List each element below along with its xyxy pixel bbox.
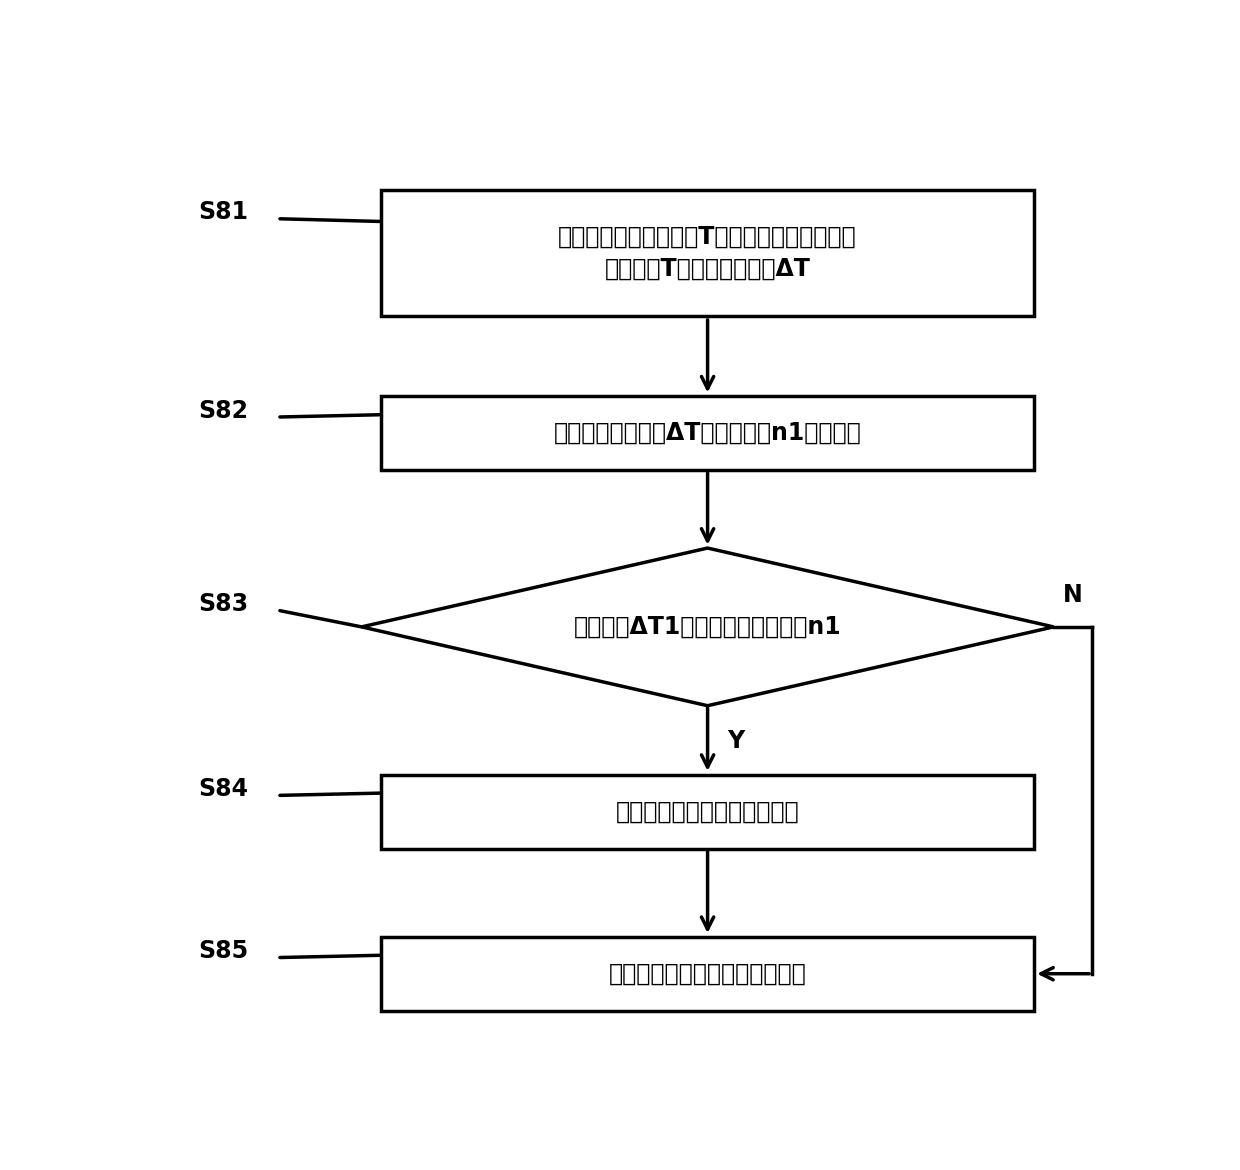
Text: Y: Y: [727, 729, 744, 753]
Text: N: N: [1063, 584, 1083, 607]
Text: S84: S84: [198, 777, 248, 801]
Text: 计算室内实时环境温度T内环实时与关机时室内
环境温度T内环关机的差值ΔT: 计算室内实时环境温度T内环实时与关机时室内 环境温度T内环关机的差值ΔT: [558, 225, 857, 281]
Bar: [381, 775, 1034, 848]
Text: 判定不满足压缩机停止运行条件: 判定不满足压缩机停止运行条件: [609, 962, 806, 986]
Text: S81: S81: [198, 200, 248, 225]
Text: 将计算得到的差值ΔT与预设温差n1进行比对: 将计算得到的差值ΔT与预设温差n1进行比对: [554, 421, 862, 446]
Bar: [381, 937, 1034, 1011]
Text: 判断差值ΔT1是否不大于预设温差n1: 判断差值ΔT1是否不大于预设温差n1: [574, 615, 842, 639]
Text: 判定满足压缩机停止运行条件: 判定满足压缩机停止运行条件: [616, 799, 800, 824]
Text: S85: S85: [198, 940, 248, 963]
Bar: [381, 397, 1034, 470]
Text: S83: S83: [198, 592, 248, 617]
Polygon shape: [362, 548, 1054, 706]
Bar: [381, 190, 1034, 316]
Text: S82: S82: [198, 399, 248, 422]
